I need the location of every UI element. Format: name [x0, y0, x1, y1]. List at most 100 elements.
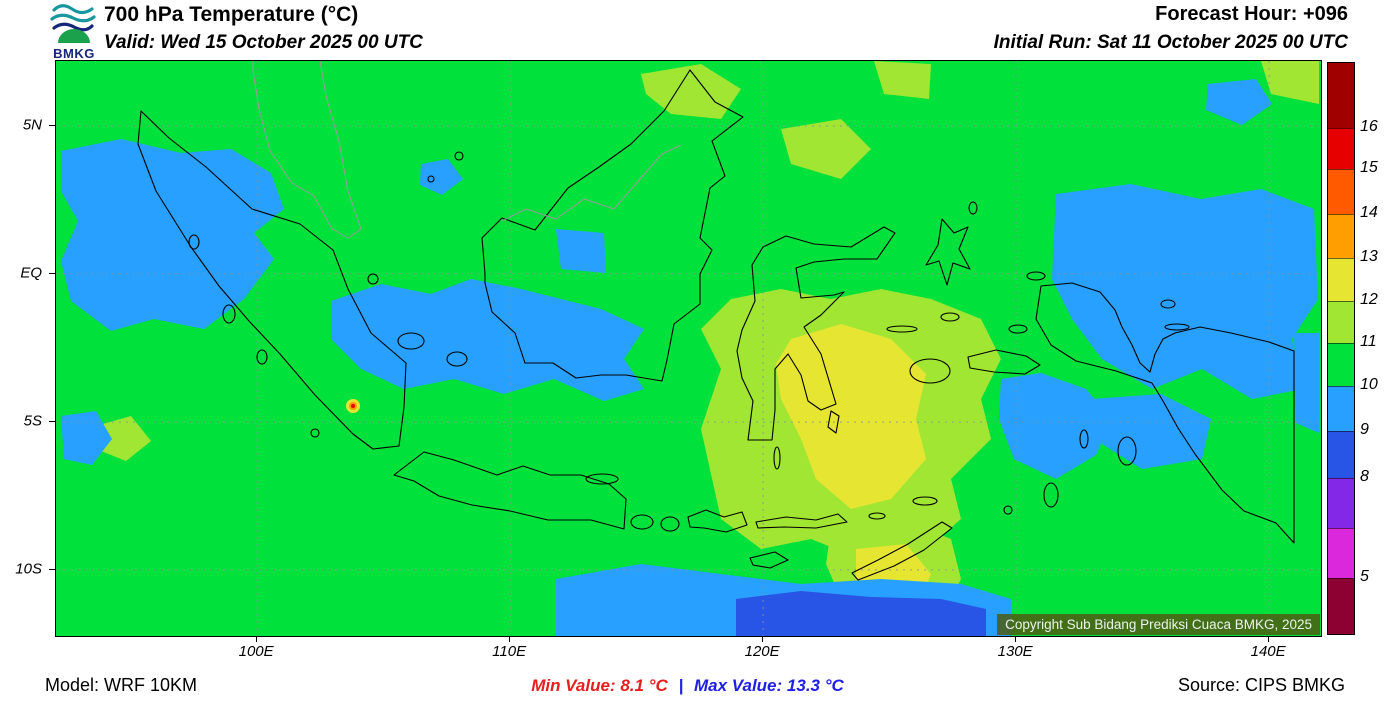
colorbar-label: 15: [1360, 159, 1378, 177]
bmkg-logo-text: BMKG: [53, 46, 95, 61]
colorbar-segment: [1328, 301, 1354, 343]
colorbar-segment: [1328, 128, 1354, 170]
lat-tick: [49, 272, 55, 274]
lat-label: 5S: [23, 412, 42, 430]
island: [256, 349, 268, 365]
coastline-java: [393, 451, 627, 530]
cool-patch: [1091, 394, 1211, 469]
cool-patch: [61, 411, 112, 465]
lon-label: 140E: [1250, 643, 1286, 660]
colorbar-segment: [1328, 257, 1354, 302]
warm-patch: [874, 61, 931, 99]
coastline-sumatra: [137, 110, 407, 450]
island: [1008, 324, 1028, 334]
island-biak: [1160, 299, 1176, 309]
cool-patch: [420, 159, 463, 195]
island: [940, 312, 960, 322]
island-bangka: [397, 332, 425, 350]
island-sumba: [749, 551, 789, 569]
colorbar-label: 13: [1360, 247, 1378, 265]
cool-patch: [1294, 333, 1319, 433]
max-value: 13.3 °C: [786, 676, 844, 695]
lon-tick: [509, 636, 511, 642]
coastline-seram: [967, 349, 1041, 375]
lon-label: 130E: [997, 643, 1033, 660]
map-canvas: Copyright Sub Bidang Prediksi Cuaca BMKG…: [55, 60, 1322, 637]
border-malaysia-kalimantan: [501, 144, 682, 222]
colorbar-label: 11: [1360, 332, 1377, 350]
island: [909, 358, 951, 384]
graticule: [56, 61, 1321, 636]
lat-tick: [49, 124, 55, 126]
bmkg-logo: BMKG: [46, 0, 102, 61]
island: [454, 151, 464, 161]
island-buton: [827, 410, 840, 434]
cool-patch: [556, 229, 606, 273]
colorbar-segment: [1328, 169, 1354, 214]
cool-patch: [1052, 184, 1318, 399]
map-svg: [56, 61, 1321, 636]
lon-tick: [1015, 636, 1017, 642]
lat-tick: [49, 421, 55, 423]
minmax-values: Min Value: 8.1 °C | Max Value: 13.3 °C: [55, 676, 1320, 696]
island-yapen: [1164, 323, 1190, 331]
lat-label: 10S: [15, 560, 42, 578]
forecast-hour: Forecast Hour: +096: [1155, 3, 1348, 25]
island: [188, 234, 200, 250]
min-value-spot: [346, 399, 360, 413]
warm-patch: [96, 416, 151, 461]
max-value-label: Max Value:: [693, 676, 783, 695]
island: [310, 428, 320, 438]
island: [968, 201, 978, 215]
colorbar-segment: [1328, 213, 1354, 258]
minmax-separator: |: [678, 676, 684, 695]
cool-patch: [999, 373, 1112, 479]
coastline-halmahera: [925, 218, 971, 286]
coastline-malay-peninsula: [252, 61, 362, 239]
coastline-sulawesi: [736, 226, 896, 441]
island: [222, 304, 236, 324]
initial-run: Initial Run: Sat 11 October 2025 00 UTC: [993, 32, 1348, 53]
island: [1026, 271, 1046, 281]
source-label: Source: CIPS BMKG: [1177, 675, 1345, 695]
colorbar-segment: [1328, 528, 1354, 578]
latitude-axis: 5N EQ 5S 10S: [0, 60, 55, 635]
longitude-axis: 100E 110E 120E 130E 140E: [55, 636, 1320, 662]
island-timor: [851, 521, 953, 581]
colorbar-label: 10: [1360, 376, 1378, 394]
warm-patch: [641, 64, 741, 119]
colorbar-segment: [1328, 430, 1354, 479]
island: [886, 325, 918, 333]
island-bali: [630, 514, 654, 530]
valid-time: Valid: Wed 15 October 2025 00 UTC: [104, 32, 423, 53]
island-flores: [755, 513, 848, 529]
temperature-colorbar: [1327, 62, 1355, 635]
colorbar-label: 16: [1360, 118, 1378, 136]
warm-patch: [781, 119, 871, 179]
coastline-papua: [1035, 282, 1295, 544]
temperature-field: [61, 61, 1319, 636]
island-madura: [585, 473, 619, 485]
island: [367, 273, 379, 285]
cool-patch: [61, 139, 284, 331]
lon-tick: [1268, 636, 1270, 642]
island: [1003, 505, 1013, 515]
island-alor: [868, 512, 886, 520]
coastlines: [137, 69, 1295, 581]
model-label: Model: WRF 10KM: [45, 675, 198, 695]
colorbar-label: 14: [1360, 203, 1378, 221]
island-sumbawa: [687, 509, 748, 533]
political-borders: [252, 61, 682, 239]
colorbar-segment: [1328, 478, 1354, 529]
colorbar-segment: [1328, 577, 1354, 634]
copyright-watermark: Copyright Sub Bidang Prediksi Cuaca BMKG…: [997, 614, 1320, 635]
lon-tick: [256, 636, 258, 642]
min-value: 8.1 °C: [620, 676, 668, 695]
warmest-patch: [776, 324, 926, 509]
lon-label: 110E: [492, 643, 527, 660]
colorbar-segment: [1328, 386, 1354, 431]
colorbar-labels: 16 15 14 13 12 11 10 9 8 5: [1360, 62, 1394, 633]
bmkg-logo-mark: [50, 4, 96, 43]
lon-label: 100E: [238, 643, 274, 660]
island-belitung: [446, 351, 468, 367]
